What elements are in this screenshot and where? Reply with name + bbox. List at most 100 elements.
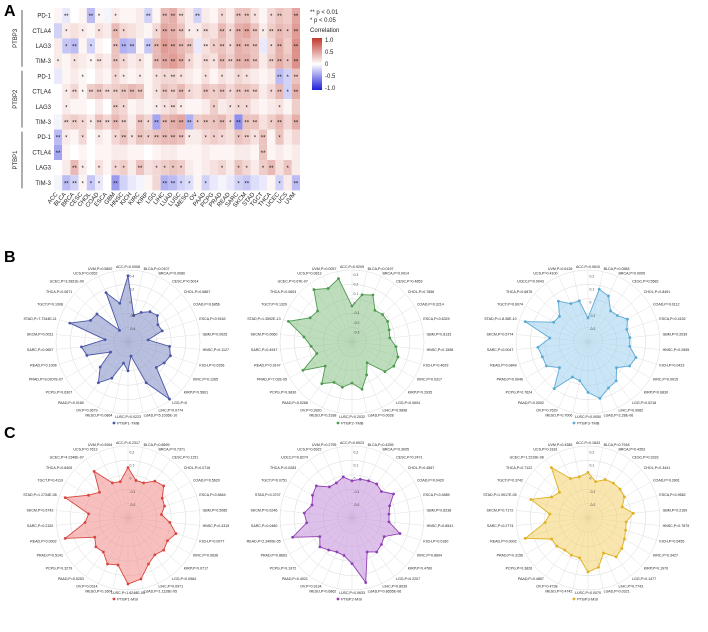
radar-label: KICH,P=0.0180	[423, 539, 448, 543]
significance-mark: *	[164, 105, 167, 111]
heat-cell	[201, 160, 210, 176]
significance-mark: **	[162, 136, 167, 142]
heat-cell	[127, 144, 136, 160]
significance-mark: **	[203, 121, 208, 127]
radar-label: UCEC,P=0.0043	[517, 280, 544, 284]
radar-label: CHOL,P=0.8491	[644, 290, 670, 294]
panel-label-c: C	[4, 425, 16, 442]
heat-cell	[193, 175, 202, 191]
radar-label: KIRC,P=0.3427	[653, 554, 678, 558]
significance-mark: **	[253, 121, 258, 127]
row-label: LAG3	[36, 105, 52, 111]
significance-mark: **	[277, 60, 282, 66]
radar-point	[624, 520, 628, 524]
heat-cell	[218, 84, 227, 100]
radar-point	[569, 302, 573, 306]
radar-point	[578, 379, 582, 383]
significance-mark: *	[254, 136, 257, 142]
significance-mark: *	[262, 166, 265, 172]
heat-cell	[259, 114, 268, 130]
significance-mark: **	[121, 136, 126, 142]
radar-point	[396, 355, 400, 359]
radar-label: SKCM,P=0.5743	[27, 508, 54, 512]
colorbar-tick: -1.0	[325, 86, 336, 92]
radar-label: CESC,P=0.3333	[632, 456, 658, 460]
heat-cell	[259, 68, 268, 84]
significance-mark: **	[253, 45, 258, 51]
heat-cell	[267, 99, 276, 115]
radar-tick: 0	[590, 477, 592, 481]
significance-mark: *	[237, 166, 240, 172]
radar-label: KIRC,P=0.1265	[193, 378, 218, 382]
significance-mark: **	[236, 29, 241, 35]
significance-mark: *	[98, 136, 101, 142]
radar-point	[126, 582, 130, 586]
heat-cell	[209, 8, 218, 24]
radar-label: LIHC,P=0.0774	[159, 409, 184, 413]
significance-mark: **	[269, 60, 274, 66]
significance-mark: **	[171, 136, 176, 142]
significance-mark: **	[162, 121, 167, 127]
radar-tick: 0.1	[354, 292, 359, 296]
heat-cell	[275, 68, 284, 84]
radar-tick: -0.1	[590, 490, 596, 494]
heat-cell	[291, 175, 300, 191]
heat-cell	[193, 23, 202, 39]
significance-mark: *	[90, 60, 93, 66]
legend-marker	[112, 421, 116, 425]
significance-mark: **	[72, 90, 77, 96]
heat-cell	[259, 53, 268, 69]
radar-tick: -0.2	[590, 327, 596, 331]
heat-cell	[250, 175, 259, 191]
significance-mark: *	[123, 166, 126, 172]
significance-mark: **	[162, 181, 167, 187]
significance-mark: *	[98, 29, 101, 35]
radar-label: KICH,P=0.0423	[659, 363, 684, 367]
heat-cell	[127, 53, 136, 69]
row-label: CTLA4	[32, 29, 51, 35]
radar-point	[126, 466, 130, 469]
heat-cell	[152, 114, 161, 130]
significance-mark: *	[213, 136, 216, 142]
radar-point	[126, 274, 130, 278]
radar-point	[543, 521, 547, 524]
heat-cell	[86, 23, 95, 39]
radar-label: SARC,P=0.0480	[251, 524, 277, 528]
heat-cell	[168, 53, 177, 69]
colorbar	[312, 38, 322, 90]
significance-mark: **	[195, 14, 200, 20]
heat-cell	[95, 23, 104, 39]
radar-label: TGCT,P=0.6074	[497, 303, 523, 307]
significance-mark: *	[229, 29, 232, 35]
radar-tick: 0.4	[130, 275, 135, 279]
significance-mark: *	[82, 90, 85, 96]
heat-cell	[218, 160, 227, 176]
radar-point	[550, 495, 554, 499]
heat-cell	[283, 84, 292, 100]
heat-cell	[95, 8, 104, 24]
radar-point	[375, 482, 379, 486]
significance-mark: **	[187, 121, 192, 127]
radar-label: BLCA,P=0.8699	[144, 443, 170, 447]
radar-point	[168, 520, 172, 524]
heat-cell	[54, 53, 63, 69]
significance-mark: **	[244, 90, 249, 96]
heat-cell	[152, 68, 161, 84]
radar-label: TGCT,P=0.0751	[261, 479, 287, 483]
heat-cell	[250, 129, 259, 145]
radar-point	[552, 387, 556, 390]
heat-cell	[119, 129, 128, 145]
radar-point	[586, 471, 590, 474]
radar-point	[536, 345, 540, 349]
radar-point	[548, 336, 552, 340]
radar-label: MESO,P=0.1604	[85, 590, 112, 594]
significance-mark: **	[277, 90, 282, 96]
radar-point	[577, 475, 581, 479]
significance-mark: *	[213, 60, 216, 66]
significance-mark: **	[121, 45, 126, 51]
radar-point	[168, 397, 171, 401]
radar-label: PCPG,P=0.3279	[46, 566, 73, 570]
heat-cell	[119, 23, 128, 39]
radar-point	[614, 379, 618, 383]
radar-point	[309, 344, 313, 348]
